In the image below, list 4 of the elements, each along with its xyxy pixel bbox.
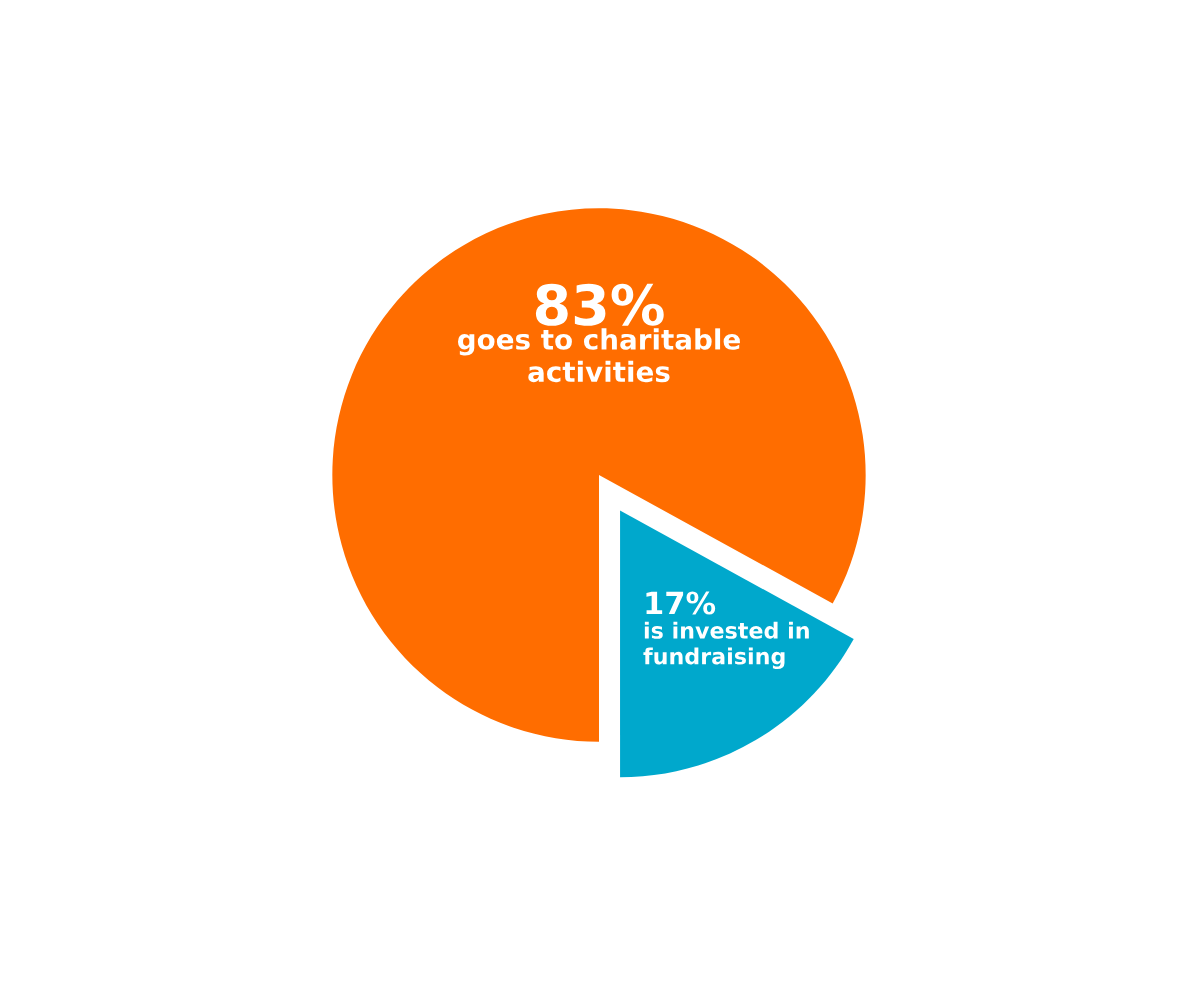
- data-label: 83%: [535, 283, 664, 326]
- slice-label: is invested in fundraising: [643, 621, 809, 670]
- data-label: 17%: [646, 591, 716, 615]
- slice-label: goes to charitable activities: [457, 328, 740, 383]
